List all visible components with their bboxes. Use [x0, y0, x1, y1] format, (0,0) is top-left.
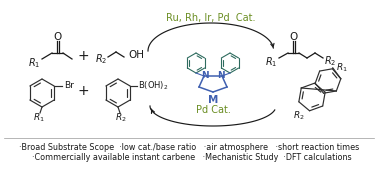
Text: N: N: [201, 71, 209, 81]
Text: $R_2$: $R_2$: [324, 54, 336, 68]
Text: +: +: [77, 49, 89, 63]
Text: $R_1$: $R_1$: [265, 55, 277, 69]
Text: M: M: [208, 95, 218, 105]
Text: Br: Br: [64, 82, 74, 90]
Text: $R_1$: $R_1$: [28, 56, 40, 70]
Text: B(OH)$_2$: B(OH)$_2$: [138, 80, 169, 92]
Text: +: +: [77, 84, 89, 98]
Text: Ru, Rh, Ir, Pd  Cat.: Ru, Rh, Ir, Pd Cat.: [166, 13, 256, 23]
Text: OH: OH: [128, 50, 144, 60]
Text: ·Commercially available instant carbene   ·Mechanistic Study  ·DFT calculations: ·Commercially available instant carbene …: [27, 154, 351, 162]
Text: ·Broad Substrate Scope  ·low cat./base ratio   ·air atmosphere   ·short reaction: ·Broad Substrate Scope ·low cat./base ra…: [19, 142, 359, 152]
Text: O: O: [54, 32, 62, 42]
Text: $R_1$: $R_1$: [336, 62, 347, 74]
Text: $R_2$: $R_2$: [95, 52, 107, 66]
Text: Pd Cat.: Pd Cat.: [195, 105, 231, 115]
Text: $R_2$: $R_2$: [293, 110, 305, 122]
Text: $R_1$: $R_1$: [33, 112, 45, 124]
Text: O: O: [290, 32, 298, 42]
Text: $R_2$: $R_2$: [115, 112, 127, 124]
Text: N: N: [217, 71, 225, 81]
